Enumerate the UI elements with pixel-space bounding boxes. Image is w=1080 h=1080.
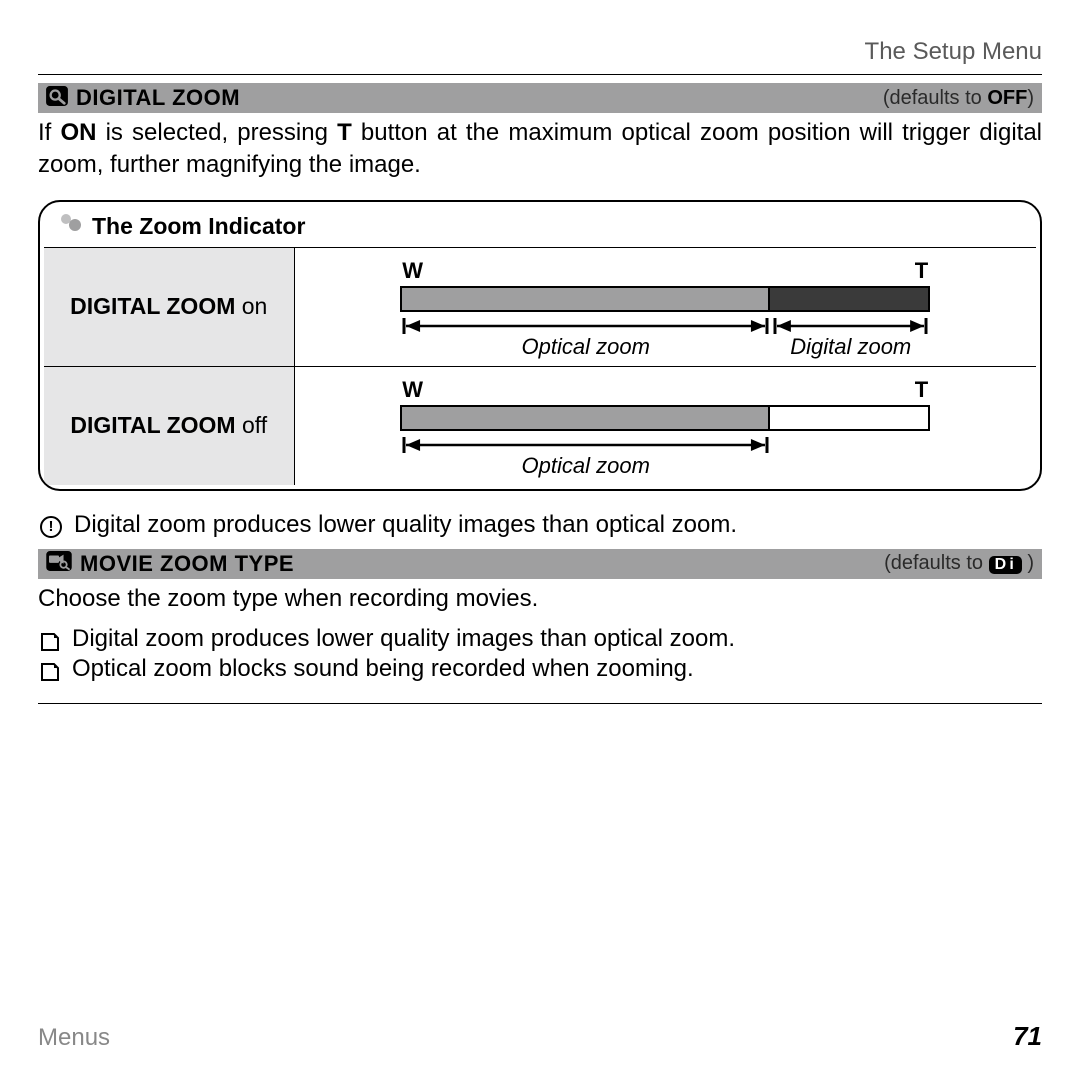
digital-zoom-label: Digital zoom: [771, 334, 930, 360]
caution-icon: !: [40, 516, 62, 538]
bullet-text: Digital zoom produces lower quality imag…: [72, 625, 735, 653]
table-row: DIGITAL ZOOM on WT: [44, 248, 1036, 367]
caution-text: Digital zoom produces lower quality imag…: [74, 511, 737, 539]
page-footer: Menus 71: [38, 1021, 1042, 1052]
section-movie-zoom-bar: MOVIE ZOOM TYPE (defaults to D i ): [38, 549, 1042, 579]
optical-zoom-label: Optical zoom: [400, 334, 771, 360]
optical-bar-seg: [402, 288, 770, 310]
diagram-on: WT: [294, 248, 1036, 367]
movie-zoom-icon: [46, 551, 72, 576]
section-movie-zoom-default: (defaults to D i ): [884, 552, 1034, 575]
footer-section: Menus: [38, 1024, 110, 1052]
lightbulb-icon: [58, 212, 82, 241]
zoom-indicator-box: The Zoom Indicator DIGITAL ZOOM on WT: [38, 200, 1042, 491]
page-header-title: The Setup Menu: [38, 38, 1042, 66]
section-rule: [38, 703, 1042, 704]
optical-bar-seg: [402, 407, 770, 429]
header-rule: [38, 74, 1042, 75]
movie-zoom-body: Choose the zoom type when recording movi…: [38, 583, 1042, 615]
section-movie-zoom-title: MOVIE ZOOM TYPE: [80, 551, 294, 577]
section-digital-zoom-default: (defaults to OFF): [883, 87, 1034, 110]
bullet-row: Digital zoom produces lower quality imag…: [38, 625, 1042, 653]
zoom-indicator-title: The Zoom Indicator: [92, 213, 305, 240]
bullet-row: Optical zoom blocks sound being recorded…: [38, 655, 1042, 683]
row-label-off: DIGITAL ZOOM off: [44, 366, 294, 485]
table-row: DIGITAL ZOOM off WT: [44, 366, 1036, 485]
memo-icon: [40, 631, 60, 651]
section-digital-zoom-bar: DIGITAL ZOOM (defaults to OFF): [38, 83, 1042, 113]
caution-note: ! Digital zoom produces lower quality im…: [38, 511, 1042, 539]
section-digital-zoom-title: DIGITAL ZOOM: [76, 85, 240, 111]
zoom-icon: [46, 86, 68, 111]
footer-page-number: 71: [1013, 1021, 1042, 1052]
default-pill: D i: [989, 556, 1022, 574]
digital-bar-seg: [770, 288, 928, 310]
zoom-indicator-table: DIGITAL ZOOM on WT: [44, 248, 1036, 485]
diagram-off: WT: [294, 366, 1036, 485]
optical-zoom-label: Optical zoom: [400, 453, 771, 479]
bullet-text: Optical zoom blocks sound being recorded…: [72, 655, 694, 683]
memo-icon: [40, 661, 60, 681]
digital-zoom-body: If ON is selected, pressing T button at …: [38, 117, 1042, 182]
row-label-on: DIGITAL ZOOM on: [44, 248, 294, 367]
empty-bar-seg: [770, 407, 928, 429]
